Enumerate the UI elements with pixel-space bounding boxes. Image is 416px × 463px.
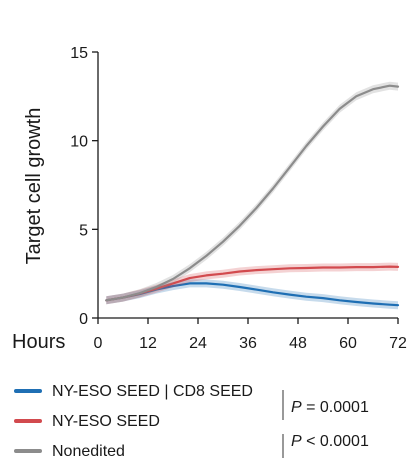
p-symbol: P bbox=[291, 399, 302, 416]
p-symbol: P bbox=[291, 433, 302, 450]
series-line-2 bbox=[105, 84, 400, 302]
legend-label: NY-ESO SEED bbox=[52, 413, 160, 430]
axes: 0 5 10 15 0 12 24 36 48 60 72 bbox=[70, 45, 407, 352]
legend-label: Nonedited bbox=[52, 443, 125, 460]
legend-label: NY-ESO SEED | CD8 SEED bbox=[52, 383, 253, 400]
legend: NY-ESO SEED | CD8 SEED NY-ESO SEED Nonedit… bbox=[14, 383, 253, 460]
p-value: = 0.0001 bbox=[302, 399, 369, 416]
series-band-0 bbox=[106, 279, 399, 310]
p-value-annotation: P < 0.0001 bbox=[291, 433, 369, 450]
x-tick-label: 72 bbox=[389, 335, 407, 352]
y-tick-label: 15 bbox=[70, 45, 88, 62]
p-value: < 0.0001 bbox=[302, 433, 369, 450]
series-layer bbox=[105, 81, 400, 310]
x-tick-label: 0 bbox=[94, 335, 103, 352]
y-tick-label: 5 bbox=[79, 222, 88, 239]
x-tick-label: 24 bbox=[189, 335, 207, 352]
y-axis-label: Target cell growth bbox=[23, 108, 45, 265]
y-tick-label: 10 bbox=[70, 134, 88, 151]
x-axis-label: Hours bbox=[12, 331, 65, 353]
x-tick-label: 36 bbox=[239, 335, 257, 352]
p-value-annotation: P = 0.0001 bbox=[291, 399, 369, 416]
x-tick-label: 12 bbox=[139, 335, 157, 352]
x-tick-label: 60 bbox=[339, 335, 357, 352]
x-tick-label: 48 bbox=[289, 335, 307, 352]
y-tick-label: 0 bbox=[79, 311, 88, 328]
series-line-1 bbox=[105, 265, 400, 302]
